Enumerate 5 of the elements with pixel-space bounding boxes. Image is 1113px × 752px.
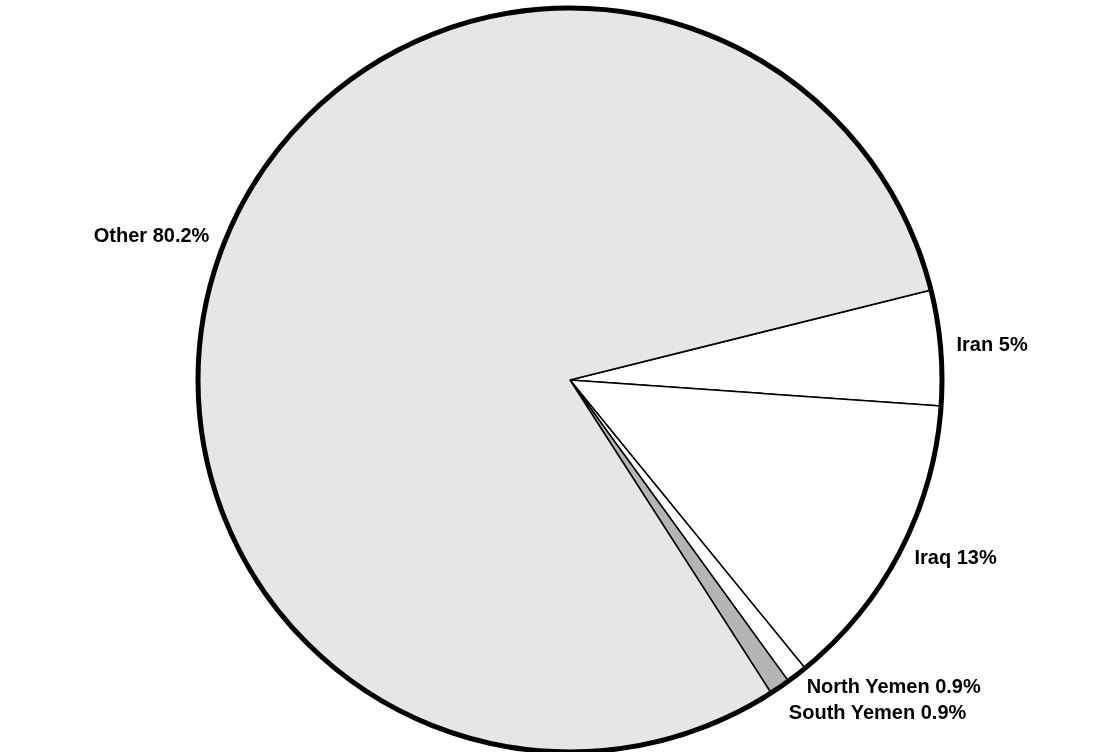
slice-label: Other 80.2% xyxy=(93,224,210,247)
slice-label: Iran 5% xyxy=(956,333,1028,356)
slice-label: South Yemen 0.9% xyxy=(788,700,967,723)
slice-label: Iraq 13% xyxy=(914,545,997,568)
slice-label: North Yemen 0.9% xyxy=(806,674,981,697)
